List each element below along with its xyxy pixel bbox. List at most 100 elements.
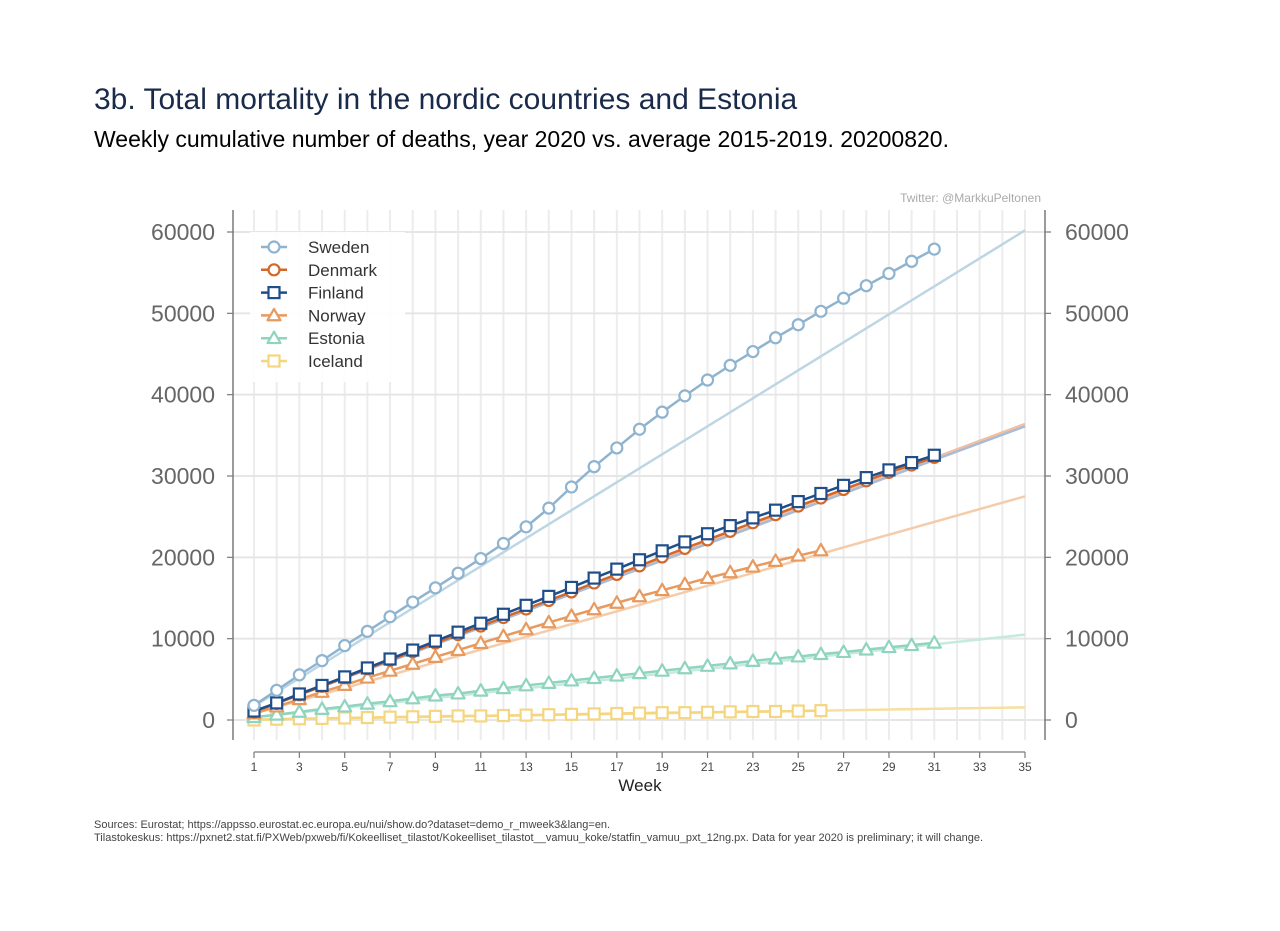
- data-point-iceland: [496, 708, 511, 723]
- data-point-finland: [768, 503, 783, 517]
- data-point-sweden: [496, 536, 511, 551]
- data-point-norway: [473, 635, 489, 650]
- data-point-iceland: [474, 709, 488, 723]
- data-point-sweden: [700, 373, 715, 387]
- data-point-estonia: [813, 646, 829, 661]
- series-norway: [246, 542, 829, 720]
- data-point-finland: [474, 616, 488, 630]
- data-point-estonia: [473, 683, 489, 697]
- data-point-estonia: [359, 696, 375, 710]
- data-point-finland: [746, 511, 760, 525]
- legend-marker-sweden: [267, 240, 281, 254]
- x-tick-label: 5: [341, 760, 348, 774]
- legend-entry-sweden: Sweden: [261, 238, 369, 257]
- data-point-sweden: [383, 610, 397, 624]
- data-point-sweden: [882, 266, 896, 281]
- y-tick-label-right: 60000: [1065, 219, 1129, 245]
- data-point-estonia: [858, 642, 874, 656]
- x-tick-label: 11: [475, 760, 488, 774]
- data-point-estonia: [654, 663, 670, 677]
- data-point-estonia: [291, 704, 307, 718]
- x-tick-label: 13: [519, 760, 533, 774]
- data-point-norway: [609, 595, 625, 609]
- data-point-sweden: [905, 254, 919, 268]
- data-point-norway: [677, 576, 693, 591]
- data-point-iceland: [360, 710, 374, 725]
- legend-label-sweden: Sweden: [308, 238, 369, 257]
- chart-title: 3b. Total mortality in the nordic countr…: [94, 83, 798, 116]
- data-point-iceland: [451, 709, 465, 723]
- x-tick-label: 3: [296, 760, 303, 774]
- data-point-iceland: [610, 706, 624, 721]
- y-tick-label-left: 40000: [151, 382, 215, 408]
- data-point-finland: [655, 544, 669, 558]
- data-point-sweden: [836, 291, 851, 305]
- legend-entry-estonia: Estonia: [261, 329, 365, 348]
- series-finland: [247, 448, 941, 718]
- data-point-estonia: [677, 660, 693, 675]
- data-point-sweden: [315, 654, 329, 668]
- data-point-sweden: [406, 595, 420, 609]
- y-tick-label-right: 20000: [1065, 544, 1129, 570]
- data-point-norway: [427, 649, 444, 663]
- data-point-sweden: [927, 242, 941, 256]
- y-tick-label-right: 50000: [1065, 300, 1129, 326]
- data-point-finland: [360, 661, 374, 675]
- legend-marker-norway: [266, 307, 282, 322]
- data-point-estonia: [405, 690, 421, 705]
- x-tick-label: 17: [610, 760, 624, 774]
- x-tick-label: 35: [1018, 760, 1032, 774]
- data-point-finland: [814, 486, 828, 501]
- data-point-norway: [813, 542, 829, 557]
- data-point-finland: [383, 652, 397, 666]
- data-point-finland: [587, 571, 601, 585]
- y-tick-label-right: 0: [1065, 707, 1078, 733]
- data-point-finland: [338, 670, 352, 684]
- data-point-sweden: [587, 460, 601, 474]
- data-point-estonia: [609, 668, 625, 682]
- mortality-line-chart: 0 0 10000 10000 20000 20000 30000 30000 40000 400…: [151, 210, 1129, 795]
- data-point-sweden: [360, 624, 374, 638]
- legend-marker-iceland: [267, 354, 281, 368]
- data-point-finland: [428, 634, 443, 648]
- data-point-iceland: [406, 710, 420, 724]
- data-point-norway: [541, 614, 557, 629]
- x-axis-title: Week: [618, 776, 662, 795]
- data-point-estonia: [904, 637, 920, 652]
- legend-entry-norway: Norway: [261, 306, 366, 325]
- legend-marker-denmark: [267, 263, 281, 277]
- data-point-sweden: [338, 638, 352, 653]
- data-point-estonia: [450, 685, 466, 700]
- y-tick-label-left: 60000: [151, 219, 215, 245]
- data-point-iceland: [791, 704, 805, 718]
- data-point-finland: [882, 463, 896, 477]
- source-line-tilastokeskus: Tilastokeskus: https://pxnet2.stat.fi/PX…: [94, 832, 984, 844]
- y-tick-label-left: 10000: [151, 626, 215, 652]
- data-point-estonia: [314, 701, 330, 715]
- data-point-iceland: [768, 704, 783, 719]
- x-tick-label: 9: [432, 760, 439, 774]
- data-point-estonia: [926, 635, 942, 649]
- y-tick-label-left: 0: [202, 707, 215, 733]
- data-point-finland: [905, 455, 919, 470]
- data-point-norway: [767, 553, 784, 567]
- data-point-sweden: [632, 422, 647, 436]
- data-point-sweden: [292, 668, 306, 682]
- data-point-sweden: [610, 441, 624, 455]
- y-tick-label-left: 50000: [151, 300, 215, 326]
- data-point-iceland: [700, 705, 715, 719]
- data-point-finland: [406, 643, 420, 657]
- data-point-iceland: [678, 706, 692, 720]
- y-tick-label-left: 30000: [151, 463, 215, 489]
- data-point-iceland: [383, 710, 397, 724]
- data-point-sweden: [814, 304, 828, 318]
- y-tick-label-right: 10000: [1065, 626, 1129, 652]
- data-point-finland: [270, 696, 284, 710]
- data-point-iceland: [564, 707, 579, 721]
- data-point-estonia: [790, 648, 806, 663]
- data-point-estonia: [586, 670, 602, 685]
- legend-label-denmark: Denmark: [308, 261, 377, 280]
- data-point-sweden: [247, 698, 261, 712]
- x-tick-label: 25: [792, 760, 806, 774]
- data-point-sweden: [542, 501, 556, 515]
